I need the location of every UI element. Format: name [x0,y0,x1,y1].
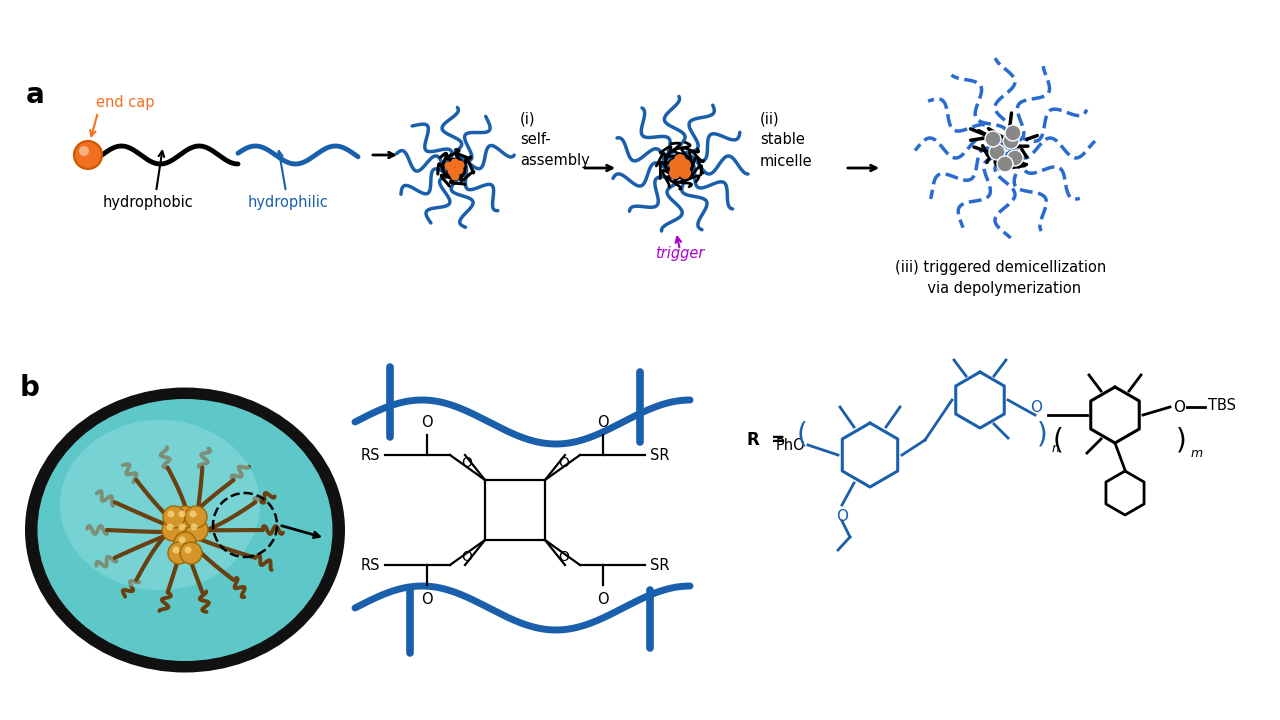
Circle shape [191,523,197,531]
Circle shape [678,167,691,179]
Circle shape [451,171,460,181]
Text: O: O [461,456,472,470]
Ellipse shape [60,420,260,590]
Circle shape [186,506,207,528]
Circle shape [168,542,189,564]
Text: RS: RS [361,448,380,462]
Text: (: ( [1052,426,1064,454]
Circle shape [168,510,174,518]
Circle shape [189,510,197,518]
Text: trigger: trigger [655,246,705,261]
Text: b: b [20,374,40,402]
Circle shape [669,159,681,171]
Circle shape [178,510,186,518]
Circle shape [174,506,196,528]
Ellipse shape [37,399,333,661]
Text: end cap: end cap [96,95,155,110]
Text: (i)
self-
assembly: (i) self- assembly [520,112,590,168]
Text: (ii)
stable
micelle: (ii) stable micelle [760,112,813,168]
Circle shape [678,159,691,171]
Ellipse shape [26,387,346,672]
Circle shape [79,146,90,156]
Circle shape [451,158,460,168]
Text: R  =: R = [746,431,785,449]
Text: O: O [558,550,568,564]
Circle shape [454,166,463,174]
Text: O: O [461,550,472,564]
Text: TBS: TBS [1208,397,1236,413]
Circle shape [163,506,186,528]
Circle shape [174,532,196,554]
Circle shape [174,519,196,541]
Circle shape [178,523,186,531]
Circle shape [444,161,453,171]
Circle shape [184,546,192,554]
Text: O: O [598,592,609,607]
Text: SR: SR [650,557,669,572]
Circle shape [163,519,184,541]
Circle shape [675,154,686,166]
Circle shape [1004,133,1019,149]
Text: m: m [1190,447,1203,460]
Circle shape [997,156,1012,172]
Text: hydrophilic: hydrophilic [247,195,329,210]
Circle shape [186,519,207,541]
Text: O: O [598,415,609,430]
Circle shape [675,159,686,171]
Text: a: a [26,81,45,109]
Text: O: O [1172,400,1185,415]
Text: O: O [421,592,433,607]
Text: RS: RS [361,557,380,572]
Circle shape [448,166,457,176]
Text: (: ( [796,421,808,449]
Circle shape [669,167,681,179]
Text: O: O [421,415,433,430]
Circle shape [456,161,465,169]
Text: PhO: PhO [776,438,805,452]
Text: ): ) [1037,421,1047,449]
Circle shape [74,141,102,169]
Circle shape [986,131,1001,147]
Circle shape [166,523,174,531]
Circle shape [1005,125,1021,141]
Text: O: O [1030,400,1042,415]
Circle shape [675,164,686,176]
Text: O: O [558,456,568,470]
Circle shape [173,546,179,554]
Text: ): ) [1175,426,1187,454]
Text: (iii) triggered demicellization
       via depolymerization: (iii) triggered demicellization via depo… [895,260,1106,296]
Text: SR: SR [650,448,669,462]
Circle shape [1007,150,1023,166]
Text: hydrophobic: hydrophobic [102,195,193,210]
Circle shape [180,542,202,564]
Text: n: n [1052,442,1060,455]
Circle shape [178,536,186,544]
Text: O: O [836,509,849,524]
Circle shape [989,144,1005,160]
